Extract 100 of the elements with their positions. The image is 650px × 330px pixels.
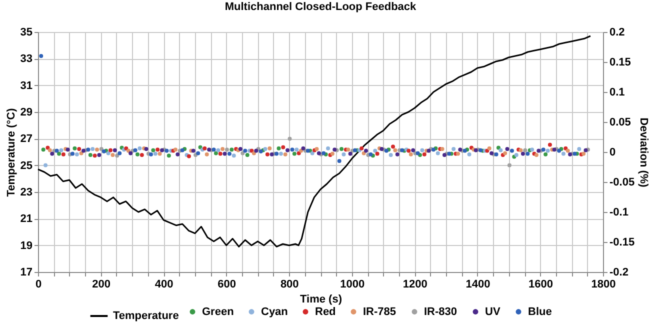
point [258,149,263,154]
legend-label: IR-785 [363,306,396,318]
point [462,148,467,153]
point [541,148,546,152]
x-tick-label: 1800 [591,278,616,290]
point [467,152,472,156]
point [90,147,95,151]
point [306,148,310,153]
y2-tick-label: -0.2 [610,266,628,278]
point [388,153,393,157]
point [166,154,171,158]
point [288,136,292,141]
point [526,152,530,156]
x-tick-label: 400 [154,278,174,290]
point [214,151,218,156]
x-tick-label: 800 [280,278,299,290]
y2-tick-label: 0.1 [610,86,625,98]
point [216,148,220,152]
point [106,151,110,156]
point [95,148,100,152]
y-tick-label: 19 [20,240,32,252]
point [290,148,294,152]
point [149,152,153,156]
point [41,148,46,152]
point [240,151,245,156]
point [348,152,352,156]
legend-label: Blue [528,306,552,318]
point [151,148,156,152]
point [507,163,512,168]
point [373,148,378,153]
y2-tick-label: -0.15 [610,236,635,248]
point [520,152,525,156]
point [50,152,54,156]
point [44,163,48,168]
point [218,152,222,156]
point [245,153,250,157]
y2-tick-label: -0.1 [610,206,628,218]
y2-axis-title: Deviation (%) [638,118,650,188]
point [391,144,396,149]
point [342,152,346,156]
point [196,151,200,156]
point [224,148,229,152]
point [546,148,550,153]
x-tick-label: 1600 [528,278,553,290]
point [70,152,75,156]
y-tick-label: 25 [20,160,32,172]
point [360,146,364,150]
y-tick-label: 17 [20,266,32,278]
point [54,148,59,153]
point [523,148,528,152]
point [222,152,227,156]
point [59,148,64,152]
point [74,152,79,156]
point [406,148,411,153]
point [270,152,274,156]
y-tick-label: 23 [20,186,32,198]
point [420,148,424,152]
point [340,147,344,151]
point [384,148,388,153]
point [112,148,117,152]
point [395,152,400,156]
point [243,148,248,153]
point [452,147,456,151]
point [212,148,216,152]
point [416,151,420,156]
point [202,146,207,150]
point [530,148,534,152]
point [220,147,225,151]
point [301,146,306,150]
y-tick-label: 33 [20,53,32,66]
point [138,146,142,150]
y-tick-label: 21 [20,213,32,226]
point [408,152,413,156]
point [102,149,106,154]
point [316,151,321,156]
point [326,146,330,150]
point [566,148,570,153]
point [230,148,234,152]
legend-label: Temperature [113,310,179,322]
point [232,154,236,158]
point [86,148,90,152]
point [505,147,510,151]
point [88,153,92,157]
point [140,153,144,157]
x-axis-title: Time (s) [300,294,342,306]
y-tick-label: 27 [20,133,32,146]
point [364,148,368,153]
point [72,146,77,150]
y2-tick-label: -0.05 [610,176,635,188]
point [110,153,115,157]
point [108,148,113,152]
y2-tick-label: 0 [610,146,616,158]
x-tick-label: 1000 [340,278,365,290]
point [77,147,82,151]
point [393,148,398,152]
point [436,151,440,156]
point [97,153,102,157]
point [411,148,416,152]
point [176,152,180,156]
point [61,152,66,156]
